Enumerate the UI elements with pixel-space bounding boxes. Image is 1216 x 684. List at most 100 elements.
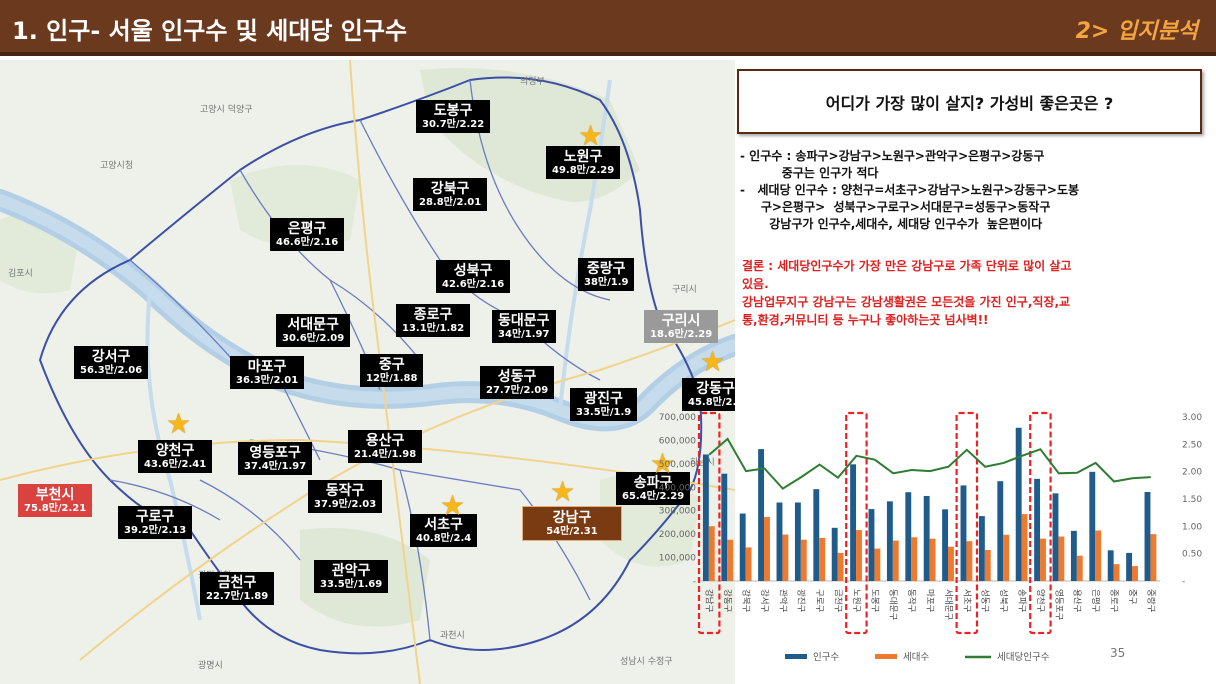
category-label: 강동구 xyxy=(722,589,733,613)
place-guri-city: 구리시 xyxy=(672,285,697,295)
left-tick-label: 700,000 xyxy=(659,413,696,423)
legend-label: 인구수 xyxy=(813,652,839,663)
bar-households xyxy=(1132,566,1138,581)
bar-population xyxy=(1015,427,1022,581)
left-tick-label: 200,000 xyxy=(659,530,696,540)
question-box: 어디가 가장 많이 살지? 가성비 좋은곳은 ? xyxy=(737,69,1202,134)
bar-households xyxy=(1076,555,1083,581)
category-label: 강서구 xyxy=(759,589,770,613)
district-label-gangnam: 강남구 54만/2.31 xyxy=(522,506,622,541)
category-label: 중구 xyxy=(1127,589,1137,605)
category-label: 은평구 xyxy=(1090,589,1101,613)
page-number: 35 xyxy=(1110,646,1126,660)
highlight-box xyxy=(845,411,868,635)
line-households-ratio xyxy=(708,437,1151,490)
bar-population xyxy=(923,495,930,581)
bar-population xyxy=(758,449,765,581)
district-label-dobong: 도봉구 30.7만/2.22 xyxy=(416,100,491,133)
bar-households xyxy=(874,548,881,581)
category-label: 금천구 xyxy=(833,589,844,613)
header-bar: 1. 인구- 서울 인구수 및 세대당 인구수 2> 입지분석 xyxy=(0,0,1216,56)
analysis-notes: - 인구수 : 송파구>강남구>노원구>관악구>은평구>강동구 중구는 인구가 … xyxy=(740,148,1200,233)
category-label: 도봉구 xyxy=(869,589,879,613)
section-label: 2> 입지분석 xyxy=(1075,19,1198,44)
district-label-jongno: 종로구 13.1만/1.82 xyxy=(396,304,471,337)
legend-swatch xyxy=(875,654,897,659)
category-label: 종로구 xyxy=(1109,589,1119,613)
district-label-bucheon: 부천시 75.8만/2.21 xyxy=(18,484,93,517)
note-line: - 세대당 인구수 : 양천구=서초구>강남구>노원구>강동구>도봉 xyxy=(740,183,1080,197)
district-label-gwanak: 관악구 33.5만/1.69 xyxy=(314,560,389,593)
place-gwangmyeong: 광명시 xyxy=(198,661,223,671)
right-tick-label: 3.00 xyxy=(1182,413,1202,423)
category-label: 성북구 xyxy=(998,589,1008,613)
bar-households xyxy=(1113,564,1120,581)
category-label: 광진구 xyxy=(796,589,807,613)
highlight-box xyxy=(955,411,979,635)
district-label-nowon: 노원구 49.8만/2.29 xyxy=(546,146,621,179)
category-label: 양천구 xyxy=(1035,589,1046,613)
district-label-gangbuk: 강북구 28.8만/2.01 xyxy=(413,178,488,211)
bar-households xyxy=(727,539,734,581)
bar-households xyxy=(948,546,954,581)
bar-population xyxy=(942,509,949,581)
left-tick-label: 400,000 xyxy=(659,483,696,493)
district-label-yeongdeungpo: 영등포구 37.4만/1.97 xyxy=(238,442,313,475)
right-tick-label: 0.50 xyxy=(1182,550,1202,560)
bar-population xyxy=(868,509,875,581)
note-line: - 인구수 : 송파구>강남구>노원구>관악구>은평구>강동구 xyxy=(740,149,1045,163)
right-tick-label: 1.50 xyxy=(1182,495,1202,505)
legend-label: 세대수 xyxy=(903,652,929,663)
category-label: 서초구 xyxy=(961,589,971,613)
bar-population xyxy=(905,492,912,581)
population-chart: - 100,000 200,000 300,000 400,000 500,000 600,… xyxy=(650,405,1216,684)
category-label: 강북구 xyxy=(741,589,752,613)
chart-svg: - 100,000 200,000 300,000 400,000 500,000 600,… xyxy=(659,411,1202,663)
star-icon-nowon: ★ xyxy=(578,119,604,152)
note-line: 구>은평구> 성북구>구로구>서대문구=성동구>동작구 xyxy=(740,200,1051,214)
star-icon-songpa: ★ xyxy=(650,447,676,480)
district-label-geumcheon: 금천구 22.7만/1.89 xyxy=(200,572,275,605)
bar-households xyxy=(1095,530,1102,581)
right-tick-label: 1.00 xyxy=(1182,522,1202,532)
category-label: 영등포구 xyxy=(1053,589,1064,620)
district-label-seongdong: 성동구 27.7만/2.09 xyxy=(480,366,555,399)
bar-population xyxy=(1089,471,1096,581)
bar-households xyxy=(856,530,862,581)
right-tick-label: 2.50 xyxy=(1182,440,1202,450)
left-tick-label: 500,000 xyxy=(659,460,696,470)
bar-households xyxy=(929,538,936,581)
conclusion-line: 있음. xyxy=(742,277,769,291)
place-uijeongbu: 의정부 xyxy=(520,77,545,87)
bar-households xyxy=(1058,536,1065,581)
district-label-yongsan: 용산구 21.4만/1.98 xyxy=(348,430,423,463)
highlight-box xyxy=(697,411,721,635)
bar-households xyxy=(1040,538,1046,581)
left-tick-label: 300,000 xyxy=(659,507,696,517)
district-label-jungnang: 중랑구 38만/1.9 xyxy=(578,258,635,291)
category-label: 중랑구 xyxy=(1145,589,1156,613)
category-label: 구로구 xyxy=(814,589,824,613)
category-label: 용산구 xyxy=(1072,589,1083,613)
place-seongnam: 성남시 수정구 xyxy=(620,657,673,667)
category-label: 강남구 xyxy=(704,589,715,613)
note-line: 강남구가 인구수,세대수, 세대당 인구수가 높은편이다 xyxy=(740,217,1043,231)
right-tick-label: 2.00 xyxy=(1182,468,1202,478)
district-label-yangcheon: 양천구 43.6만/2.41 xyxy=(138,440,213,473)
legend-label: 세대당인구수 xyxy=(997,652,1050,663)
bar-households xyxy=(782,534,789,581)
district-label-guri: 구리시 18.6만/2.29 xyxy=(644,310,719,343)
conclusion-line: 결론 : 세대당인구수가 가장 만은 강남구로 가족 단위로 많이 살고 xyxy=(742,259,1072,273)
bar-population xyxy=(1034,478,1041,581)
bar-population xyxy=(960,485,967,581)
bar-population xyxy=(886,501,893,581)
bar-population xyxy=(1052,493,1059,581)
district-label-jung: 중구 12만/1.88 xyxy=(360,354,424,387)
bar-population xyxy=(1144,491,1151,581)
bar-population xyxy=(850,464,857,581)
district-label-guro: 구로구 39.2만/2.13 xyxy=(118,506,193,539)
bar-population xyxy=(702,454,709,581)
category-label: 송파구 xyxy=(1017,589,1027,613)
